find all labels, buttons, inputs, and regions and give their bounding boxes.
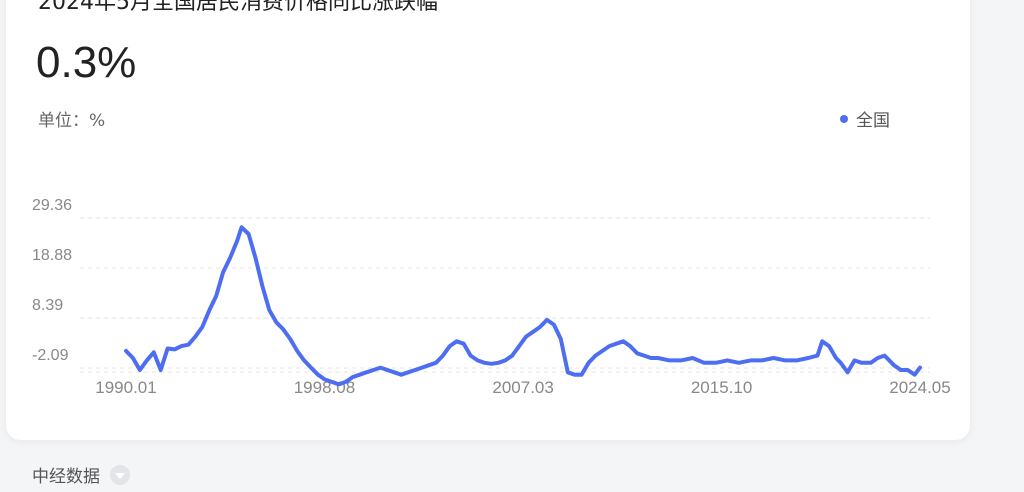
series-line — [124, 225, 922, 387]
x-tick-label: 2015.10 — [691, 378, 752, 397]
y-tick-label: 8.39 — [32, 297, 63, 314]
chart-card: 2024年5月全国居民消费价格同比涨跌幅 0.3% 单位：% 全国 — [6, 0, 970, 440]
x-tick-label: 2007.03 — [492, 378, 553, 397]
unit-label: 单位：% — [38, 111, 106, 131]
legend-label: 全国 — [856, 111, 890, 131]
legend: 全国 — [840, 106, 890, 131]
y-tick-label: 29.36 — [32, 197, 72, 214]
y-tick-label: -2.09 — [32, 347, 69, 364]
x-tick-label: 1990.01 — [95, 378, 156, 397]
source-label: 中经数据 — [32, 467, 100, 487]
chevron-down-icon[interactable] — [110, 464, 130, 485]
y-tick-label: 18.88 — [32, 247, 72, 264]
legend-dot-icon — [840, 114, 848, 123]
chart-title: 2024年5月全国居民消费价格同比涨跌幅 — [38, 0, 438, 15]
current-value: 0.3% — [36, 38, 137, 87]
footer: 中经数据 — [32, 462, 130, 487]
x-tick-label: 2024.05 — [889, 378, 950, 397]
